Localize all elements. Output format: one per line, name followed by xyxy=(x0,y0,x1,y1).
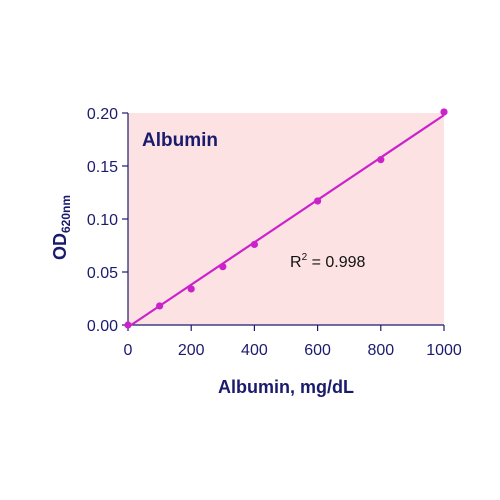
x-tick-label: 600 xyxy=(304,342,331,359)
r-superscript: 2 xyxy=(302,252,308,263)
y-axis-title-subscript: 620nm xyxy=(59,195,73,233)
data-point xyxy=(219,263,227,271)
y-tick-label: 0.05 xyxy=(87,265,118,282)
x-tick-label: 400 xyxy=(241,342,268,359)
x-tick-label: 1000 xyxy=(426,342,462,359)
fit-line-group xyxy=(130,114,445,326)
data-point xyxy=(187,285,195,293)
fit-line xyxy=(130,114,445,326)
x-tick-label: 200 xyxy=(178,342,205,359)
y-tick-label: 0.00 xyxy=(87,318,118,335)
r-label: R xyxy=(290,254,302,271)
data-point xyxy=(314,197,322,205)
x-tick-label: 0 xyxy=(124,342,133,359)
plot-background xyxy=(128,113,444,325)
r-squared-annotation: R2 = 0.998 xyxy=(290,252,366,271)
data-point xyxy=(377,156,385,164)
ticks: 0.00 0.05 0.10 0.15 0.20 0 200 400 600 800 1000 xyxy=(87,106,462,359)
y-tick-label: 0.10 xyxy=(87,212,118,229)
y-tick-label: 0.15 xyxy=(87,159,118,176)
x-tick-label: 800 xyxy=(367,342,394,359)
data-point xyxy=(124,321,132,329)
y-axis-title: OD620nm xyxy=(50,195,73,260)
chart-title: Albumin xyxy=(142,130,218,151)
data-points xyxy=(124,108,448,329)
data-point xyxy=(440,108,448,116)
y-axis-title-main: OD xyxy=(50,233,70,260)
data-point xyxy=(250,240,258,249)
x-axis-title: Albumin, mg/dL xyxy=(218,377,354,397)
r-value: = 0.998 xyxy=(307,254,365,271)
y-tick-label: 0.20 xyxy=(87,106,118,123)
data-point xyxy=(156,302,164,310)
